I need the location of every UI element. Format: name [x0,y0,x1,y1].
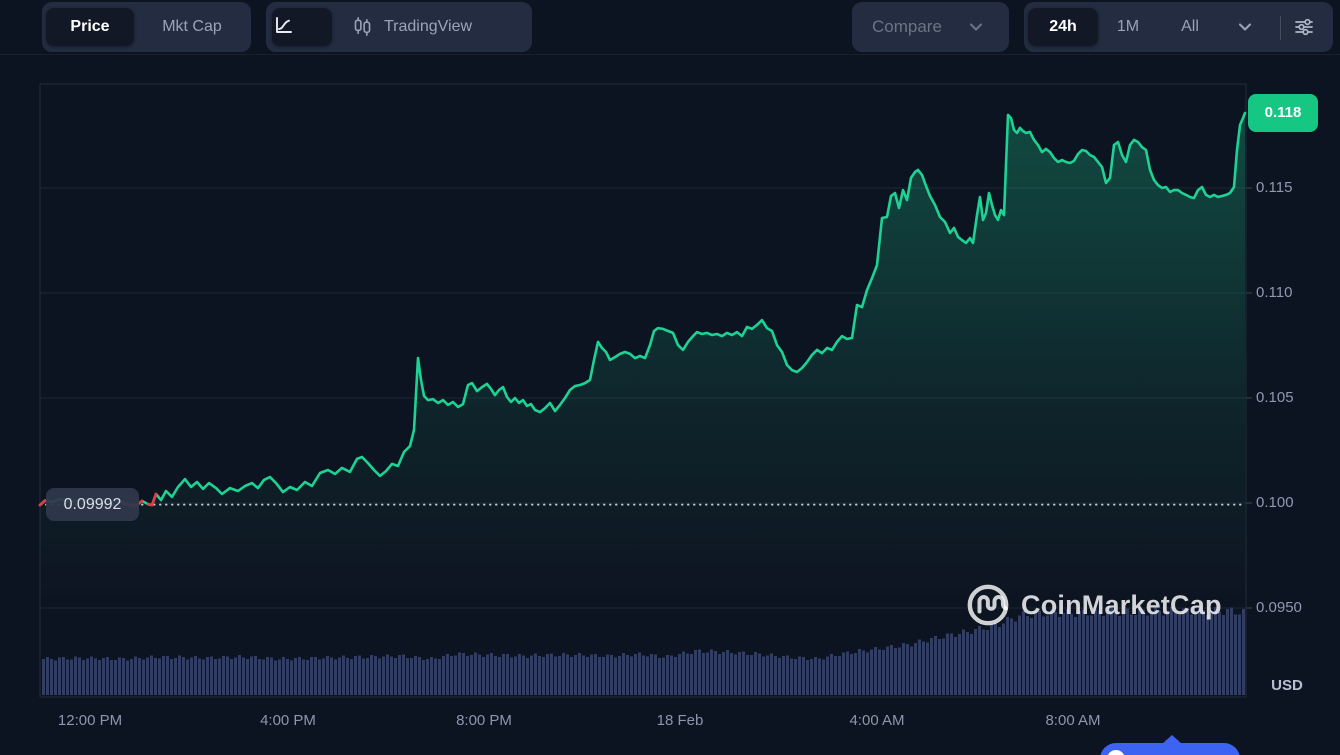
x-axis-label: 8:00 AM [1045,712,1101,729]
watermark-text: CoinMarketCap [1021,589,1222,620]
y-axis-label: 0.110 [1256,284,1293,301]
x-axis-label: 8:00 PM [456,712,512,729]
price-mktcap-toggle: Price Mkt Cap [42,2,251,52]
bottom-tooltip-chip[interactable] [1100,735,1240,755]
x-axis-label: 4:00 AM [849,712,905,729]
coinmarketcap-logo-icon [966,583,1010,627]
range-more-chevron-icon[interactable] [1233,15,1257,39]
y-axis: 0.115 0.110 0.105 0.100 0.0950 [1256,0,1340,755]
y-axis-label: 0.100 [1256,494,1294,511]
line-chart-tab[interactable] [272,8,332,46]
x-axis-label: 4:00 PM [260,712,316,729]
y-axis-label: 0.0950 [1256,599,1302,616]
range-1m-button[interactable]: 1M [1104,8,1152,46]
range-24h-button[interactable]: 24h [1028,8,1098,46]
tooltip-icon [1107,750,1125,755]
coinmarketcap-watermark: CoinMarketCap [966,583,1222,627]
tradingview-tab[interactable]: TradingView [348,2,524,52]
mktcap-tab[interactable]: Mkt Cap [138,8,246,46]
tooltip-pointer [1162,735,1182,744]
compare-dropdown[interactable]: Compare [852,2,1009,52]
range-all-button[interactable]: All [1166,8,1214,46]
y-axis-label: 0.105 [1256,389,1294,406]
current-price-badge: 0.118 [1248,94,1318,133]
currency-unit-label: USD [1271,677,1303,694]
y-axis-label: 0.115 [1256,179,1293,196]
candlestick-icon [350,15,375,39]
x-axis-label: 12:00 PM [57,712,123,729]
tradingview-label: TradingView [384,18,473,35]
compare-label: Compare [872,17,942,36]
chart-type-toggle: TradingView [266,2,532,52]
toolbar-vertical-divider [1280,16,1281,40]
chart-settings-sliders-icon[interactable] [1291,15,1317,39]
line-chart-icon [272,14,332,38]
open-price-badge: 0.09992 [46,487,139,521]
time-range-toolbar: 24h 1M All [1024,2,1333,52]
chevron-down-icon [964,15,988,39]
toolbar-divider-line [0,54,1340,55]
x-axis-label: 18 Feb [656,712,704,729]
price-tab[interactable]: Price [46,8,134,46]
